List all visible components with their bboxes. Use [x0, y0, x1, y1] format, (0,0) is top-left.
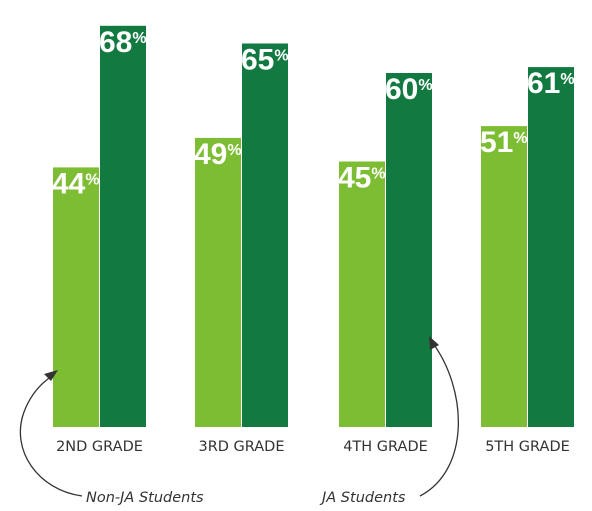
bar-ja-students-2	[242, 43, 288, 427]
value-labels-group: 44% 68% 49% 65% 45% 60% 51% 61%	[52, 26, 575, 201]
bar-ja-students-1	[100, 25, 146, 428]
category-label-4: 5TH GRADE	[485, 439, 570, 455]
ja-arrow	[419, 341, 460, 497]
non-ja-arrowhead	[44, 370, 58, 381]
annotation-arrowheads	[44, 336, 439, 381]
bar-non-ja-students-2	[195, 137, 241, 427]
data-label-non-ja-students-1: 44%	[52, 167, 100, 200]
data-label-non-ja-students-3: 45%	[338, 162, 386, 195]
category-labels-group: 2ND GRADE 3RD GRADE 4TH GRADE 5TH GRADE	[56, 439, 570, 455]
bar-non-ja-students-4	[481, 126, 527, 427]
bar-non-ja-students-3	[339, 161, 385, 427]
bar-ja-students-4	[528, 67, 574, 427]
data-label-non-ja-students-2: 49%	[194, 138, 242, 171]
bar-ja-students-3	[386, 73, 432, 427]
annotation-non-ja: Non-JA Students	[86, 490, 204, 506]
data-label-ja-students-3: 60%	[385, 73, 433, 106]
data-label-ja-students-1: 68%	[99, 26, 147, 59]
ja-arrowhead	[429, 336, 439, 350]
bars-group	[53, 25, 574, 428]
category-label-2: 3RD GRADE	[198, 439, 284, 455]
data-label-ja-students-2: 65%	[241, 44, 289, 77]
annotation-arrows	[19, 341, 460, 497]
annotation-ja: JA Students	[319, 490, 406, 506]
bar-non-ja-students-1	[53, 167, 99, 427]
non-ja-arrow	[19, 375, 83, 497]
data-label-non-ja-students-4: 51%	[480, 126, 528, 159]
category-label-3: 4TH GRADE	[343, 439, 428, 455]
category-label-1: 2ND GRADE	[56, 439, 143, 455]
data-label-ja-students-4: 61%	[527, 67, 575, 100]
